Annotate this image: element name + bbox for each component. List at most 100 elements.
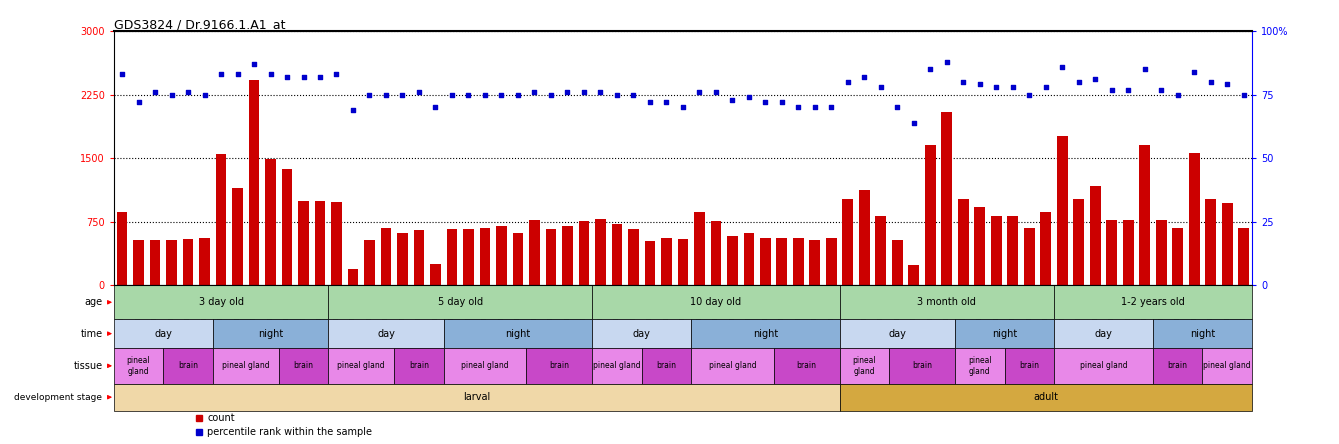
Point xyxy=(244,60,265,67)
Bar xyxy=(727,236,738,285)
Bar xyxy=(876,216,886,285)
Text: development stage: development stage xyxy=(15,392,103,402)
Point xyxy=(1069,79,1090,86)
Point xyxy=(920,66,941,73)
Text: brain: brain xyxy=(178,361,198,370)
Point xyxy=(1101,86,1122,93)
Bar xyxy=(265,159,276,285)
Bar xyxy=(562,226,573,285)
Point xyxy=(1150,86,1172,93)
Bar xyxy=(114,384,840,411)
Point xyxy=(1085,76,1106,83)
Bar xyxy=(133,240,143,285)
Text: time: time xyxy=(80,329,103,339)
Text: pineal gland: pineal gland xyxy=(593,361,641,370)
Bar xyxy=(430,264,441,285)
Bar xyxy=(1153,348,1202,384)
Text: 5 day old: 5 day old xyxy=(438,297,483,307)
Bar xyxy=(213,319,328,348)
Bar xyxy=(364,240,375,285)
Point xyxy=(474,91,495,98)
Point xyxy=(902,119,924,126)
Bar xyxy=(1054,285,1252,319)
Text: night: night xyxy=(1190,329,1214,339)
Bar xyxy=(975,207,986,285)
Bar xyxy=(840,319,955,348)
Bar xyxy=(955,319,1054,348)
Point xyxy=(1035,83,1056,91)
Bar xyxy=(1024,228,1035,285)
Bar xyxy=(114,348,163,384)
Bar xyxy=(991,216,1002,285)
Bar xyxy=(213,348,279,384)
Bar xyxy=(628,229,639,285)
Point xyxy=(1019,91,1040,98)
Point xyxy=(1134,66,1156,73)
Point xyxy=(490,91,511,98)
Bar xyxy=(166,240,177,285)
Text: pineal gland: pineal gland xyxy=(1079,361,1127,370)
Bar xyxy=(691,319,840,348)
Point xyxy=(226,71,248,78)
Point xyxy=(639,99,660,106)
Bar xyxy=(592,285,840,319)
Bar xyxy=(447,229,458,285)
Text: tissue: tissue xyxy=(74,361,103,371)
Text: pineal gland: pineal gland xyxy=(708,361,757,370)
Bar xyxy=(513,233,524,285)
Bar xyxy=(163,348,213,384)
Point xyxy=(837,79,858,86)
Bar xyxy=(1090,186,1101,285)
Bar xyxy=(1074,199,1085,285)
Bar xyxy=(661,238,672,285)
Bar xyxy=(777,238,787,285)
Text: night: night xyxy=(753,329,778,339)
Text: percentile rank within the sample: percentile rank within the sample xyxy=(208,428,372,437)
Bar xyxy=(200,238,210,285)
Bar xyxy=(114,285,328,319)
Text: pineal
gland: pineal gland xyxy=(853,356,876,376)
Point xyxy=(1217,81,1239,88)
Bar xyxy=(529,220,540,285)
Text: night: night xyxy=(505,329,530,339)
Point xyxy=(408,88,430,95)
Text: pineal
gland: pineal gland xyxy=(968,356,992,376)
Bar xyxy=(892,240,902,285)
Bar xyxy=(1153,319,1252,348)
Bar xyxy=(691,348,774,384)
Bar xyxy=(860,190,870,285)
Bar xyxy=(1106,220,1117,285)
Point xyxy=(293,73,315,80)
Bar xyxy=(1056,136,1067,285)
Bar xyxy=(955,348,1004,384)
Bar xyxy=(479,228,490,285)
Bar xyxy=(743,233,754,285)
Bar xyxy=(1189,153,1200,285)
Bar xyxy=(592,348,641,384)
Point xyxy=(210,71,232,78)
Point xyxy=(821,104,842,111)
Bar xyxy=(711,221,722,285)
Bar xyxy=(328,348,394,384)
Point xyxy=(952,79,973,86)
Bar xyxy=(1004,348,1054,384)
Bar xyxy=(578,221,589,285)
Point xyxy=(1184,68,1205,75)
Point xyxy=(722,96,743,103)
Point xyxy=(111,71,133,78)
Text: GDS3824 / Dr.9166.1.A1_at: GDS3824 / Dr.9166.1.A1_at xyxy=(114,18,285,31)
Text: day: day xyxy=(888,329,907,339)
Bar xyxy=(299,202,309,285)
Point xyxy=(359,91,380,98)
Bar xyxy=(394,348,443,384)
Bar xyxy=(328,319,443,348)
Point xyxy=(177,88,198,95)
Bar xyxy=(641,348,691,384)
Text: brain: brain xyxy=(1019,361,1039,370)
Bar xyxy=(495,226,506,285)
Bar xyxy=(840,348,889,384)
Bar xyxy=(443,319,592,348)
Point xyxy=(607,91,628,98)
Point xyxy=(986,83,1007,91)
Point xyxy=(458,91,479,98)
